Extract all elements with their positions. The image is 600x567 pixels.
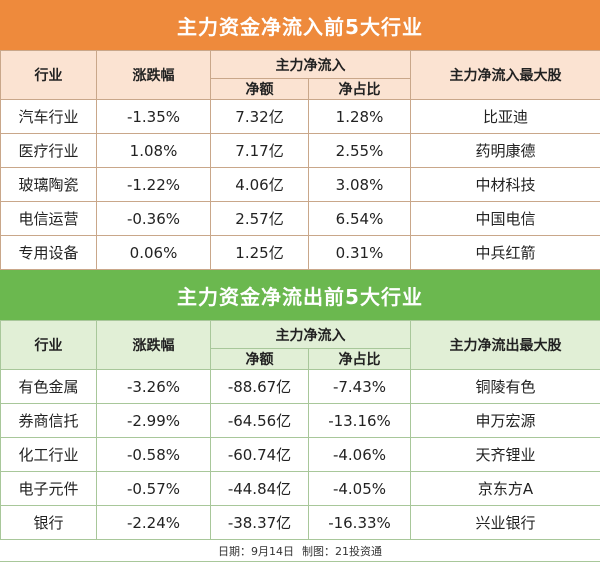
- cell-net: 4.06亿: [210, 167, 309, 202]
- cell-ratio: 6.54%: [308, 201, 411, 236]
- cell-stock: 京东方A: [410, 471, 600, 506]
- cell-change: -0.57%: [96, 471, 211, 506]
- cell-industry: 券商信托: [0, 403, 97, 438]
- cell-ratio: -13.16%: [308, 403, 411, 438]
- cell-ratio: -4.06%: [308, 437, 411, 472]
- cell-industry: 电子元件: [0, 471, 97, 506]
- table-row: 化工行业 -0.58% -60.74亿 -4.06% 天齐锂业: [0, 437, 600, 472]
- cell-ratio: -4.05%: [308, 471, 411, 506]
- cell-ratio: 1.28%: [308, 99, 411, 134]
- cell-stock: 铜陵有色: [410, 369, 600, 404]
- cell-change: -2.99%: [96, 403, 211, 438]
- table-row: 汽车行业 -1.35% 7.32亿 1.28% 比亚迪: [0, 99, 600, 134]
- cell-industry: 专用设备: [0, 235, 97, 270]
- header-industry: 行业: [0, 320, 97, 370]
- footer-date: 日期：9月14日: [218, 544, 294, 558]
- cell-net: -44.84亿: [210, 471, 309, 506]
- cell-industry: 玻璃陶瓷: [0, 167, 97, 202]
- cell-change: -0.58%: [96, 437, 211, 472]
- cell-stock: 中材科技: [410, 167, 600, 202]
- header-industry: 行业: [0, 50, 97, 100]
- cell-net: -64.56亿: [210, 403, 309, 438]
- table-row: 银行 -2.24% -38.37亿 -16.33% 兴业银行: [0, 505, 600, 540]
- cell-industry: 有色金属: [0, 369, 97, 404]
- header-main-net: 主力净流入: [210, 320, 411, 349]
- table-row: 电子元件 -0.57% -44.84亿 -4.05% 京东方A: [0, 471, 600, 506]
- table-row: 专用设备 0.06% 1.25亿 0.31% 中兵红箭: [0, 235, 600, 270]
- cell-stock: 中国电信: [410, 201, 600, 236]
- header-change: 涨跌幅: [96, 320, 211, 370]
- inflow-title: 主力资金净流入前5大行业: [0, 0, 600, 50]
- cell-ratio: 0.31%: [308, 235, 411, 270]
- header-net-ratio: 净占比: [308, 78, 411, 100]
- header-main-net: 主力净流入: [210, 50, 411, 79]
- cell-net: 1.25亿: [210, 235, 309, 270]
- cell-ratio: -7.43%: [308, 369, 411, 404]
- table-row: 电信运营 -0.36% 2.57亿 6.54% 中国电信: [0, 201, 600, 236]
- cell-net: -88.67亿: [210, 369, 309, 404]
- header-net-amount: 净额: [210, 78, 309, 100]
- cell-stock: 申万宏源: [410, 403, 600, 438]
- inflow-table: 行业 涨跌幅 主力净流入 主力净流入最大股 净额 净占比 汽车行业 -1.35%…: [0, 50, 600, 270]
- footer-maker: 制图：21投资通: [302, 544, 382, 558]
- cell-change: -1.35%: [96, 99, 211, 134]
- cell-industry: 银行: [0, 505, 97, 540]
- cell-change: 1.08%: [96, 133, 211, 168]
- outflow-table: 行业 涨跌幅 主力净流入 主力净流出最大股 净额 净占比 有色金属 -3.26%…: [0, 320, 600, 540]
- cell-change: -1.22%: [96, 167, 211, 202]
- header-top-stock: 主力净流出最大股: [410, 320, 600, 370]
- cell-industry: 医疗行业: [0, 133, 97, 168]
- table-row: 券商信托 -2.99% -64.56亿 -13.16% 申万宏源: [0, 403, 600, 438]
- cell-stock: 天齐锂业: [410, 437, 600, 472]
- header-top-stock: 主力净流入最大股: [410, 50, 600, 100]
- cell-net: -60.74亿: [210, 437, 309, 472]
- cell-ratio: 3.08%: [308, 167, 411, 202]
- cell-change: -2.24%: [96, 505, 211, 540]
- cell-stock: 中兵红箭: [410, 235, 600, 270]
- cell-net: 7.32亿: [210, 99, 309, 134]
- cell-net: 2.57亿: [210, 201, 309, 236]
- cell-stock: 兴业银行: [410, 505, 600, 540]
- cell-industry: 汽车行业: [0, 99, 97, 134]
- cell-stock: 比亚迪: [410, 99, 600, 134]
- cell-change: -3.26%: [96, 369, 211, 404]
- cell-net: 7.17亿: [210, 133, 309, 168]
- outflow-title: 主力资金净流出前5大行业: [0, 270, 600, 320]
- header-net-amount: 净额: [210, 348, 309, 370]
- cell-net: -38.37亿: [210, 505, 309, 540]
- table-row: 玻璃陶瓷 -1.22% 4.06亿 3.08% 中材科技: [0, 167, 600, 202]
- cell-ratio: -16.33%: [308, 505, 411, 540]
- header-change: 涨跌幅: [96, 50, 211, 100]
- table-row: 医疗行业 1.08% 7.17亿 2.55% 药明康德: [0, 133, 600, 168]
- cell-ratio: 2.55%: [308, 133, 411, 168]
- cell-industry: 电信运营: [0, 201, 97, 236]
- footer-caption: 日期：9月14日 制图：21投资通: [0, 540, 600, 562]
- table-row: 有色金属 -3.26% -88.67亿 -7.43% 铜陵有色: [0, 369, 600, 404]
- cell-change: -0.36%: [96, 201, 211, 236]
- header-net-ratio: 净占比: [308, 348, 411, 370]
- cell-change: 0.06%: [96, 235, 211, 270]
- cell-industry: 化工行业: [0, 437, 97, 472]
- cell-stock: 药明康德: [410, 133, 600, 168]
